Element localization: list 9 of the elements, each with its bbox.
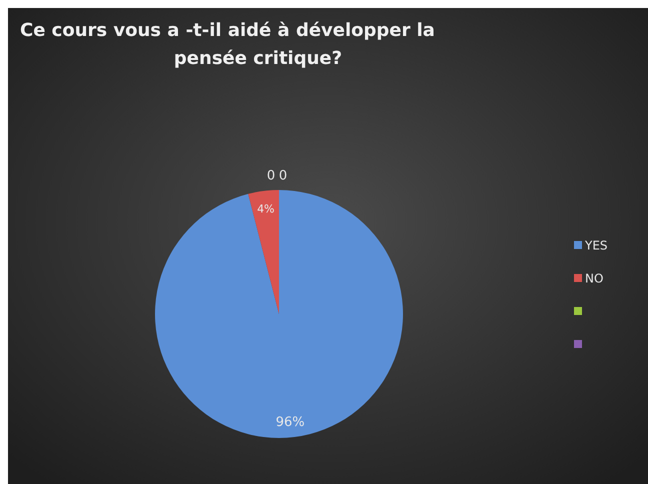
legend-label: NO <box>585 271 604 286</box>
pie-slice <box>248 190 279 314</box>
text: 0 <box>266 168 276 184</box>
text: 0 <box>278 168 288 184</box>
legend-label: YES <box>584 238 608 252</box>
data-label: 96% <box>276 415 305 430</box>
pie-slice <box>155 190 403 438</box>
chart-title: Ce cours vous a -t-il aidé à développer la pensée critique? <box>20 20 435 69</box>
data-label: 4% <box>257 202 275 216</box>
